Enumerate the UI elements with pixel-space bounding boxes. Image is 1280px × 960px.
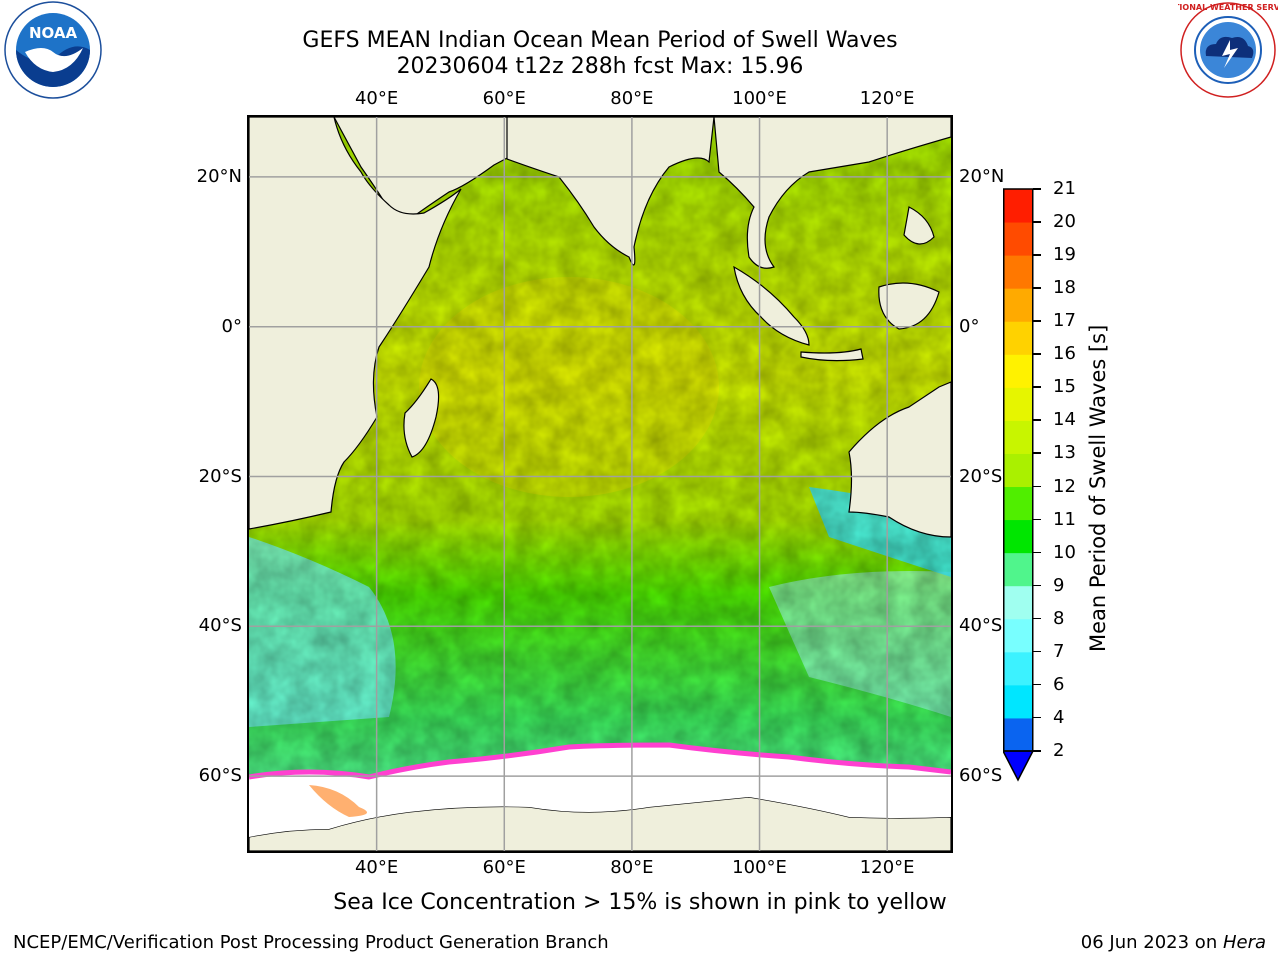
- colorbar-segment: [1003, 255, 1033, 289]
- footer-date-text: 06 Jun 2023 on: [1080, 932, 1223, 953]
- colorbar-tick-mark: [1033, 452, 1041, 454]
- sea-ice-edge: [249, 742, 951, 780]
- colorbar: [1001, 188, 1035, 783]
- colorbar-segment: [1003, 651, 1033, 686]
- colorbar-border: [1003, 188, 1034, 752]
- colorbar-segment: [1003, 420, 1033, 454]
- land-masses: [249, 117, 951, 851]
- colorbar-tick-label: 6: [1053, 673, 1065, 695]
- colorbar-tick-mark: [1033, 584, 1041, 587]
- colorbar-segment: [1003, 222, 1033, 256]
- colorbar-tick-mark: [1033, 551, 1041, 554]
- colorbar-tick-label: 13: [1053, 442, 1076, 464]
- colorbar-tick-label: 2: [1053, 740, 1065, 761]
- colorbar-tick-mark: [1033, 320, 1041, 322]
- colorbar-tick-label: 14: [1053, 409, 1076, 431]
- swell-period-map: [249, 117, 951, 851]
- colorbar-segment: [1003, 189, 1033, 223]
- lon-tick-label-bottom: 100°E: [732, 857, 787, 878]
- lat-tick-label-left: 20°S: [198, 465, 242, 487]
- lon-tick-label-top: 80°E: [610, 88, 654, 109]
- colorbar-tick-label: 21: [1053, 178, 1076, 199]
- colorbar-segment: [1003, 453, 1033, 488]
- lat-tick-label-right: 60°S: [959, 765, 1003, 787]
- colorbar-tick-mark: [1033, 485, 1041, 488]
- colorbar-label: Mean Period of Swell Waves [s]: [1086, 324, 1110, 652]
- lon-tick-label-top: 120°E: [859, 88, 915, 109]
- lon-tick-label-top: 60°E: [482, 88, 526, 109]
- colorbar-tick-label: 16: [1053, 343, 1076, 365]
- colorbar-tick-mark: [1033, 287, 1041, 289]
- colorbar-tick-mark: [1033, 386, 1041, 388]
- title-line-1: GEFS MEAN Indian Ocean Mean Period of Sw…: [302, 28, 898, 53]
- lon-tick-label-bottom: 80°E: [610, 857, 654, 878]
- colorbar-tick-mark: [1033, 617, 1041, 620]
- title-line-2: 20230604 t12z 288h fcst Max: 15.96: [396, 54, 804, 79]
- noaa-logo-text: NOAA: [29, 24, 78, 42]
- colorbar-tick-label: 20: [1053, 211, 1076, 233]
- colorbar-tick-mark: [1033, 254, 1041, 256]
- lon-tick-label-bottom: 40°E: [354, 857, 399, 878]
- colorbar-segment: [1003, 552, 1033, 587]
- lat-tick-label-left: 0°: [221, 315, 242, 337]
- colorbar-segment: [1003, 288, 1033, 322]
- colorbar-segment: [1003, 684, 1033, 719]
- sea-ice-caption: Sea Ice Concentration > 15% is shown in …: [333, 890, 947, 915]
- colorbar-tick-label: 18: [1053, 277, 1076, 299]
- colorbar-segment: [1003, 486, 1033, 521]
- colorbar-tick-label: 9: [1053, 574, 1065, 596]
- nws-logo: NATIONAL WEATHER SERVICE: [1162, 0, 1280, 100]
- svg-text:NATIONAL WEATHER SERVICE: NATIONAL WEATHER SERVICE: [1178, 3, 1278, 12]
- colorbar-segment: [1003, 321, 1033, 355]
- lat-tick-label-left: 40°S: [198, 615, 242, 637]
- colorbar-tick-mark: [1033, 750, 1041, 752]
- colorbar-tick-label: 11: [1053, 508, 1076, 530]
- colorbar-tick-mark: [1033, 353, 1041, 355]
- lon-tick-label-top: 100°E: [732, 88, 787, 109]
- colorbar-tick-label: 12: [1053, 475, 1076, 497]
- colorbar-tick-label: 15: [1053, 376, 1076, 398]
- colorbar-tick-mark: [1033, 188, 1041, 190]
- map-gridlines: [249, 117, 951, 851]
- colorbar-tick-label: 17: [1053, 310, 1076, 332]
- sea-ice-high-concentration: [309, 785, 367, 817]
- footer-machine: Hera: [1222, 932, 1266, 953]
- lat-tick-label-right: 40°S: [959, 615, 1003, 637]
- colorbar-tick-mark: [1033, 221, 1041, 223]
- colorbar-segment: [1003, 519, 1033, 554]
- noaa-logo: NOAA: [3, 0, 103, 100]
- lat-tick-label-right: 0°: [959, 315, 980, 337]
- colorbar-segment: [1003, 387, 1033, 421]
- colorbar-tick-label: 19: [1053, 244, 1076, 266]
- lon-tick-label-top: 40°E: [354, 88, 399, 109]
- colorbar-tick-mark: [1033, 419, 1041, 421]
- lon-tick-label-bottom: 60°E: [482, 857, 526, 878]
- colorbar-tick-label: 7: [1053, 640, 1065, 662]
- map-panel: [247, 115, 953, 853]
- colorbar-segment: [1003, 585, 1033, 620]
- footer-date: 06 Jun 2023 on Hera: [1081, 932, 1266, 953]
- chart-title: GEFS MEAN Indian Ocean Mean Period of Sw…: [0, 28, 1200, 80]
- colorbar-segment: [1003, 354, 1033, 388]
- lat-tick-label-left: 60°S: [198, 765, 242, 787]
- colorbar-tick-label: 4: [1053, 706, 1065, 728]
- lon-tick-label-bottom: 120°E: [859, 857, 915, 878]
- colorbar-tick-mark: [1033, 716, 1041, 719]
- colorbar-under-arrow: [1001, 750, 1035, 782]
- colorbar-tick-mark: [1033, 683, 1041, 686]
- colorbar-tick-mark: [1033, 650, 1041, 653]
- colorbar-tick-mark: [1033, 518, 1041, 521]
- colorbar-segment: [1003, 618, 1033, 653]
- colorbar-tick-label: 8: [1053, 607, 1065, 629]
- footer-credit: NCEP/EMC/Verification Post Processing Pr…: [13, 932, 609, 953]
- lat-tick-label-right: 20°N: [959, 165, 1005, 187]
- colorbar-segment: [1003, 717, 1033, 752]
- lat-tick-label-left: 20°N: [196, 165, 242, 187]
- lat-tick-label-right: 20°S: [959, 465, 1003, 487]
- colorbar-tick-label: 10: [1053, 541, 1076, 563]
